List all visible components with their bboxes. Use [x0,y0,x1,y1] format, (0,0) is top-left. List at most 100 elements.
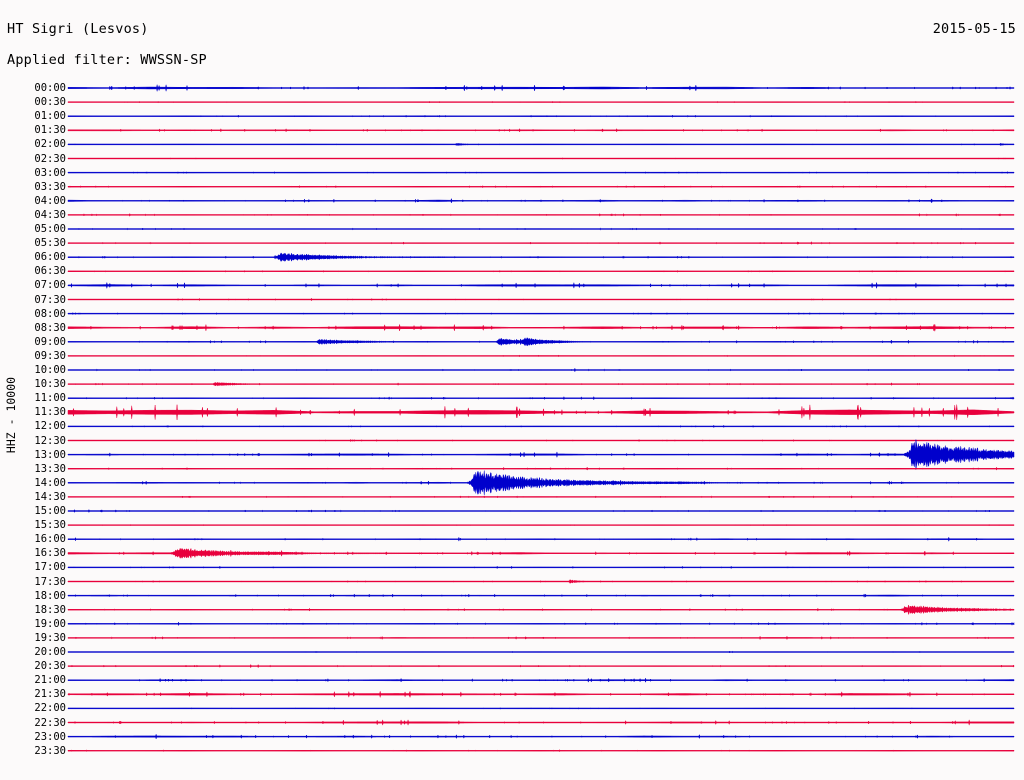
time-label: 17:30 [34,575,66,588]
time-label: 15:00 [34,505,66,517]
trace-row [67,466,1015,471]
time-label: 20:30 [34,660,66,673]
time-label: 14:30 [34,490,66,503]
trace-row [67,281,1015,289]
time-axis: 00:00 00:30 01:00 01:30 02:00 02:30 03:00 03:30… [0,0,66,780]
trace-row [67,297,1015,302]
time-label: 00:00 [34,82,66,94]
time-label: 22:30 [34,716,66,729]
trace-row [67,579,1015,584]
trace-row [67,312,1015,315]
trace-row [67,128,1015,133]
time-label: 22:00 [34,702,66,715]
time-label: 02:30 [34,152,66,165]
time-label: 08:30 [34,321,66,334]
time-label: 05:00 [34,223,66,235]
time-label: 10:30 [34,378,66,391]
time-label: 18:00 [34,589,66,602]
trace-row [67,270,1015,273]
time-label: 17:00 [34,561,66,574]
trace-row [67,337,1015,347]
time-label: 01:00 [34,110,66,123]
trace-row [67,650,1015,654]
trace-row [67,395,1015,401]
time-label: 11:30 [34,406,66,419]
time-label: 03:00 [34,166,66,179]
time-label: 07:30 [34,293,66,306]
trace-row [67,536,1015,542]
time-label: 23:00 [34,730,66,743]
trace-row [67,157,1015,160]
time-label: 16:00 [34,533,66,546]
trace-row [67,185,1015,189]
trace-row [67,547,1015,559]
trace-row [67,404,1015,421]
trace-row [67,733,1015,740]
time-label: 20:00 [34,646,66,658]
trace-row [67,439,1015,470]
time-label: 12:30 [34,434,66,447]
trace-row [67,509,1015,513]
trace-row [67,171,1015,174]
time-label: 19:00 [34,617,66,630]
time-label: 16:30 [34,547,66,560]
time-label: 12:00 [34,420,66,433]
time-label: 23:30 [34,744,66,757]
trace-row [67,663,1015,669]
trace-row [67,621,1015,627]
time-label: 13:00 [34,448,66,461]
trace-row [67,439,1015,442]
time-label: 06:00 [34,251,66,264]
trace-row [67,470,1015,496]
time-label: 06:30 [34,265,66,278]
trace-row [67,524,1015,526]
trace-row [67,114,1015,118]
trace-row [67,381,1015,387]
time-label: 09:00 [34,335,66,348]
applied-filter-label: Applied filter: WWSSN-SP [7,52,207,68]
trace-row [67,718,1015,727]
trace-row [67,424,1015,429]
trace-row [67,593,1015,598]
time-label: 04:30 [34,208,66,221]
trace-row [67,252,1015,262]
time-label: 00:30 [34,96,66,109]
trace-row [67,84,1015,92]
time-label: 05:30 [34,237,66,250]
time-label: 18:30 [34,603,66,616]
trace-row [67,495,1015,499]
time-label: 02:00 [34,138,66,151]
time-label: 21:00 [34,674,66,687]
trace-row [67,604,1015,615]
trace-row [67,101,1015,104]
trace-row [67,142,1015,146]
time-label: 01:30 [34,124,66,137]
trace-row [67,707,1015,710]
time-label: 19:30 [34,631,66,644]
time-label: 07:00 [34,279,66,292]
trace-row [67,212,1015,217]
time-label: 11:00 [34,392,66,405]
trace-row [67,241,1015,246]
time-label: 10:00 [34,364,66,376]
time-label: 04:00 [34,194,66,207]
trace-row [67,227,1015,231]
trace-row [67,367,1015,373]
trace-row [67,197,1015,204]
trace-row [67,565,1015,570]
page-title: HT Sigri (Lesvos) [7,21,149,37]
time-label: 13:30 [34,462,66,475]
time-label: 09:30 [34,349,66,362]
time-label: 08:00 [34,307,66,320]
trace-row [67,749,1015,753]
trace-row [67,323,1015,332]
trace-row [67,635,1015,641]
time-label: 03:30 [34,180,66,193]
record-date: 2015-05-15 [932,21,1016,37]
trace-row [67,677,1015,683]
time-label: 15:30 [34,519,66,532]
trace-row [67,354,1015,358]
